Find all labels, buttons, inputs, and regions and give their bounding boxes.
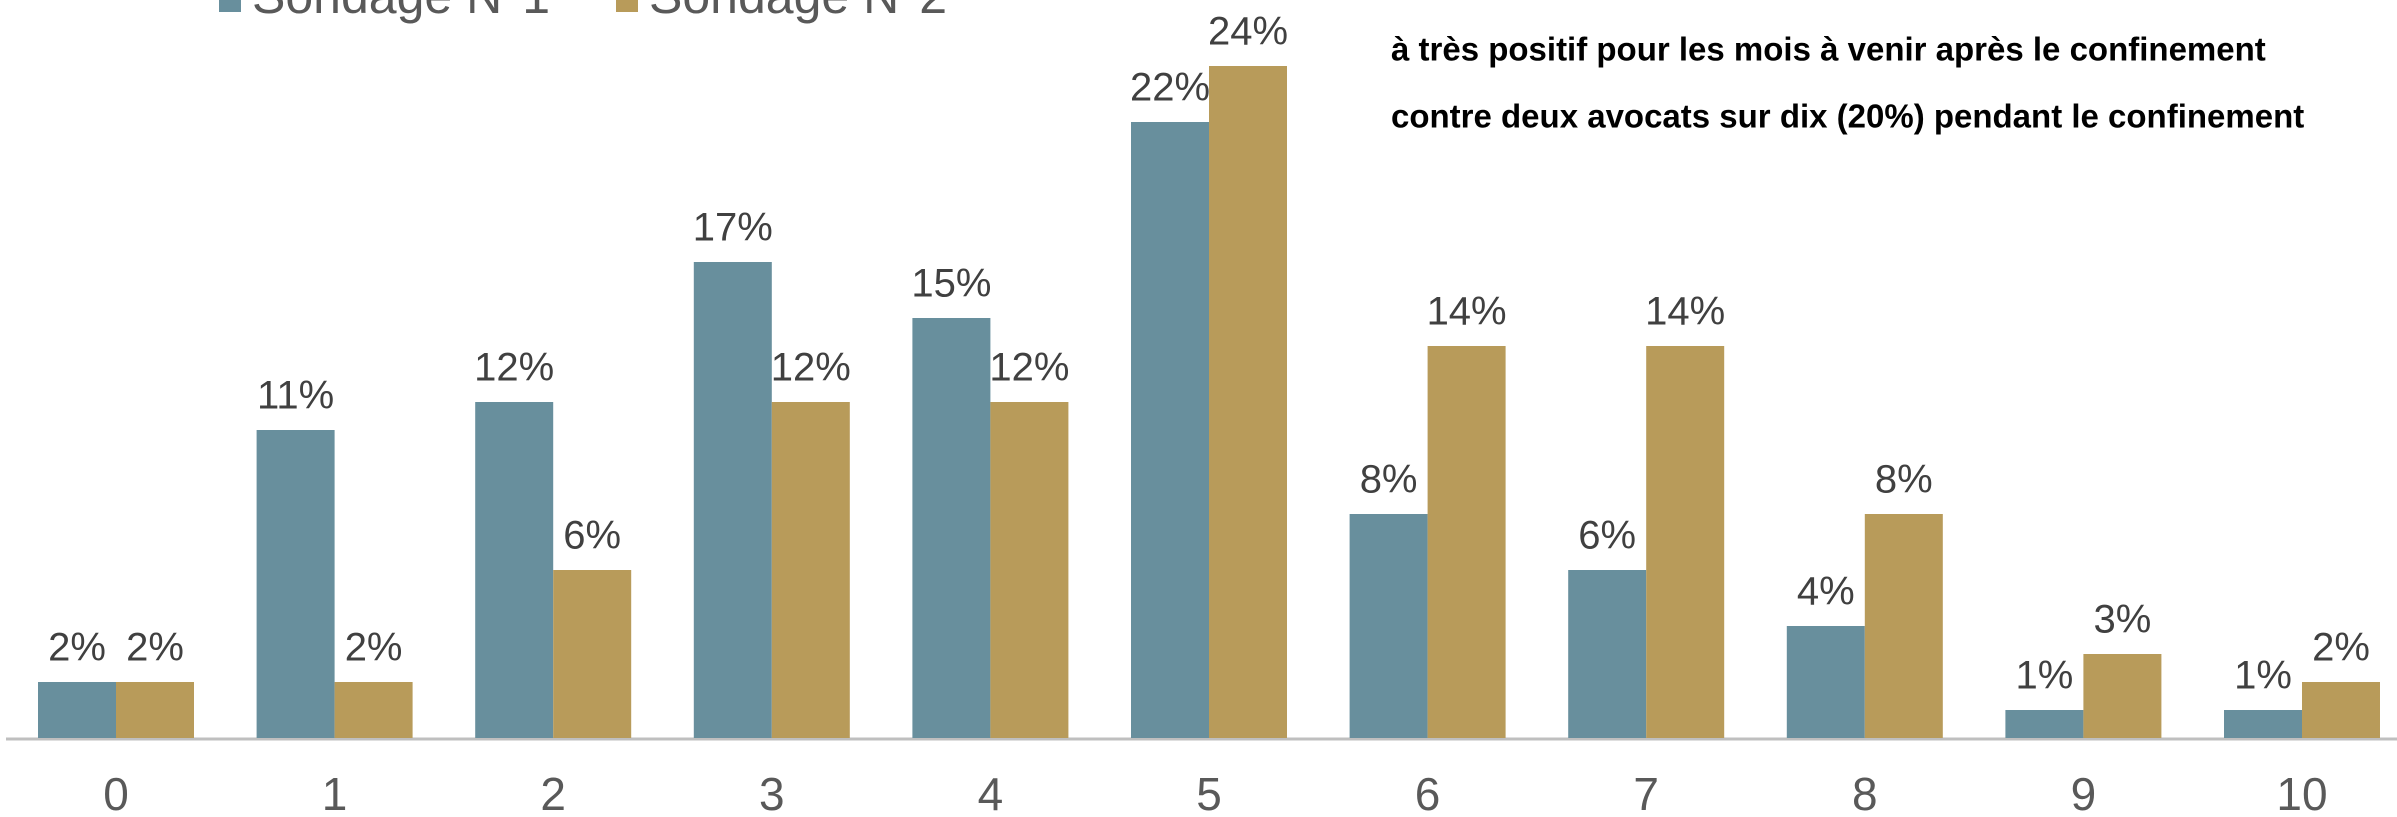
value-label: 6%	[1578, 514, 1636, 558]
legend-label: Sondage N°1	[252, 0, 550, 24]
x-tick-label: 0	[103, 768, 129, 817]
value-label: 12%	[989, 346, 1069, 390]
value-label: 24%	[1208, 10, 1288, 54]
bar	[1568, 570, 1647, 738]
bar	[1131, 122, 1209, 738]
value-label: 14%	[1645, 290, 1725, 334]
bar	[1646, 346, 1725, 738]
value-label: 2%	[48, 626, 106, 670]
x-tick-label: 6	[1415, 768, 1441, 817]
value-label: 14%	[1427, 290, 1507, 334]
value-label: 15%	[911, 262, 991, 306]
x-tick-label: 10	[2276, 768, 2327, 817]
bar	[771, 402, 850, 738]
bar	[1786, 626, 1865, 738]
x-tick-label: 1	[322, 768, 348, 817]
legend-swatch	[616, 0, 638, 12]
value-label: 22%	[1130, 66, 1210, 110]
bar	[1209, 66, 1287, 738]
x-tick-label: 4	[978, 768, 1004, 817]
bar	[256, 430, 335, 738]
legend-swatch	[219, 0, 241, 12]
bar	[2224, 710, 2302, 738]
x-tick-label: 8	[1852, 768, 1878, 817]
x-tick-label: 2	[540, 768, 566, 817]
bar	[334, 682, 413, 738]
value-label: 11%	[257, 374, 334, 418]
value-label: 12%	[474, 346, 554, 390]
annotation: à très positif pour les mois à venir apr…	[1391, 31, 2266, 68]
bar	[553, 570, 632, 738]
bar	[116, 682, 194, 738]
bar	[1349, 514, 1428, 738]
value-label: 8%	[1360, 458, 1418, 502]
bar	[2005, 710, 2084, 738]
bar	[912, 318, 991, 738]
bar	[1864, 514, 1943, 738]
value-label: 3%	[2093, 598, 2151, 642]
x-tick-label: 5	[1196, 768, 1222, 817]
value-label: 8%	[1875, 458, 1933, 502]
annotation: contre deux avocats sur dix (20%) pendan…	[1391, 98, 2304, 135]
value-label: 1%	[2015, 654, 2073, 698]
value-label: 2%	[345, 626, 403, 670]
value-label: 17%	[693, 206, 773, 250]
bar	[2083, 654, 2162, 738]
bar	[693, 262, 772, 738]
value-label: 2%	[126, 626, 184, 670]
legend-label: Sondage N°2	[649, 0, 947, 24]
value-label: 2%	[2312, 626, 2370, 670]
bar	[38, 682, 116, 738]
value-label: 6%	[563, 514, 621, 558]
bar	[475, 402, 554, 738]
value-label: 12%	[771, 346, 851, 390]
bar	[1427, 346, 1506, 738]
x-tick-label: 3	[759, 768, 785, 817]
value-label: 4%	[1797, 570, 1855, 614]
bar	[990, 402, 1069, 738]
value-label: 1%	[2234, 654, 2292, 698]
bar	[2302, 682, 2380, 738]
x-tick-label: 7	[1633, 768, 1659, 817]
x-tick-label: 9	[2071, 768, 2097, 817]
